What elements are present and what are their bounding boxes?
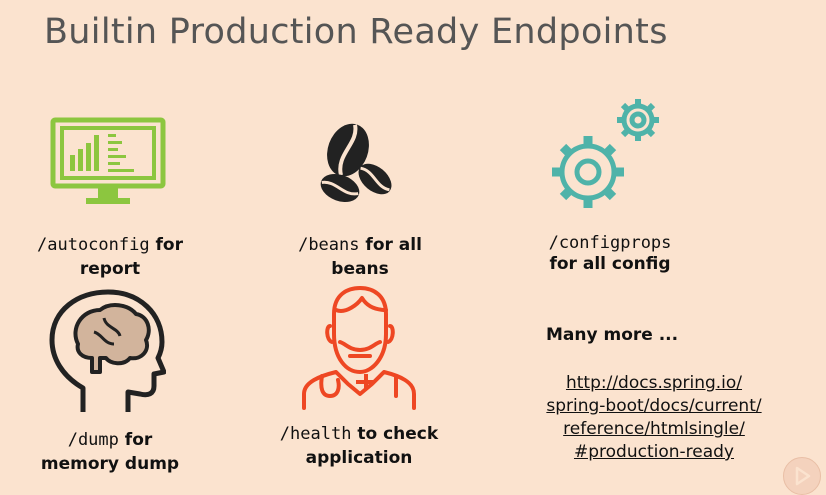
beans-caption: /beans for all beans [298,235,422,279]
configprops-caption: /configprops for all config [548,233,672,274]
endpoint-path: /dump [67,430,119,450]
coffee-beans-icon [320,123,392,203]
endpoint-path: /autoconfig [37,235,150,255]
endpoint-path: /beans [298,235,360,255]
dump-caption: /dump for memory dump [40,430,180,474]
monitor-chart-icon [50,117,166,204]
brain-head-icon [49,289,166,412]
many-more-label: Many more ... [546,325,679,345]
play-icon [795,466,811,486]
gears-icon [552,99,659,208]
endpoint-path: /health [279,424,352,444]
autoconfig-caption: /autoconfig for report [37,235,183,279]
docs-link[interactable]: http://docs.spring.io/ spring-boot/docs/… [546,373,762,462]
health-caption: /health to check application [279,424,439,468]
endpoint-path: /configprops [548,233,672,253]
slide-title: Builtin Production Ready Endpoints [44,12,668,52]
doctor-icon [302,286,416,410]
play-button[interactable] [783,457,821,495]
